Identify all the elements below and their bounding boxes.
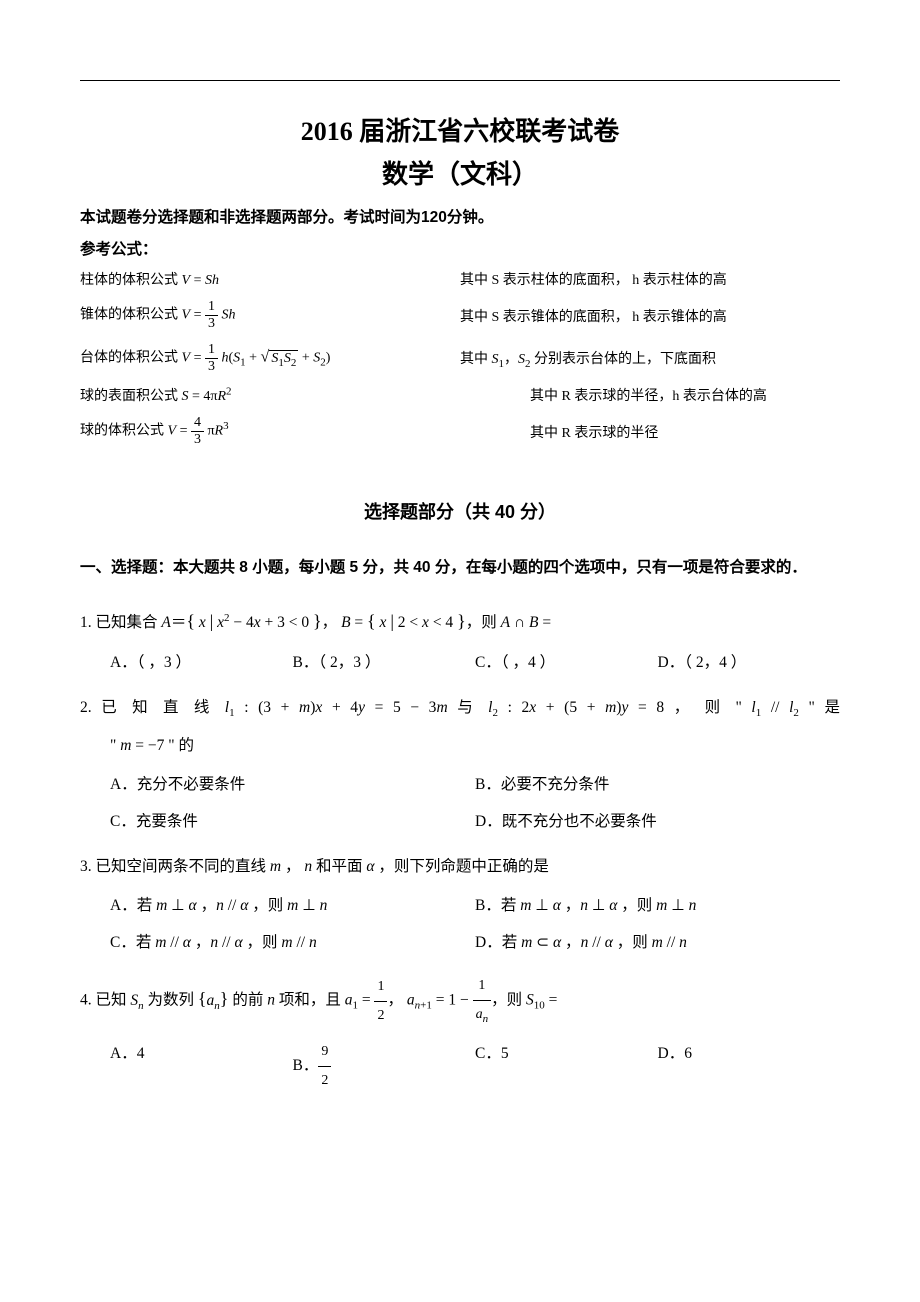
q3-opt-B: B．若 m ⊥ α ，n ⊥ α ，则 m ⊥ n <box>475 890 840 921</box>
q1-opt-A: A．（ ，3 ） <box>110 647 293 678</box>
reference-label: 参考公式： <box>80 237 840 259</box>
formula-right: 其中 S 表示锥体的底面积， h 表示锥体的高 <box>460 306 840 326</box>
formula-left: 锥体的体积公式 V = 13 Sh <box>80 299 460 332</box>
formula-left: 球的体积公式 V = 43 πR3 <box>80 415 460 448</box>
question-1: 1. 已知集合 A＝{ x | x2 − 4x + 3 < 0 }， B = {… <box>80 603 840 678</box>
formula-right: 其中 S 表示柱体的底面积， h 表示柱体的高 <box>460 269 840 289</box>
q4-opt-C: C．5 <box>475 1038 658 1095</box>
q3-options-1: A．若 m ⊥ α ，n // α ，则 m ⊥ n B．若 m ⊥ α ，n … <box>110 890 840 921</box>
formula-left: 球的表面积公式 S = 4πR2 <box>80 385 460 405</box>
q3-stem: 3. 已知空间两条不同的直线 m ， n 和平面 α ，则下列命题中正确的是 <box>80 851 840 882</box>
section-heading: 选择题部分（共 40 分） <box>80 498 840 524</box>
q2-options-2: C．充要条件 D．既不充分也不必要条件 <box>110 806 840 837</box>
formula-row-sphere-vol: 球的体积公式 V = 43 πR3 其中 R 表示球的半径 <box>80 415 840 448</box>
q1-stem: 1. 已知集合 A＝{ x | x2 − 4x + 3 < 0 }， B = {… <box>80 614 551 631</box>
q2-opt-A: A．充分不必要条件 <box>110 769 475 800</box>
section-instructions: 一、选择题：本大题共 8 小题，每小题 5 分，共 40 分，在每小题的四个选项… <box>80 552 840 583</box>
formula-left: 台体的体积公式 V = 13 h(S1 + √S1S2 + S2) <box>80 342 460 375</box>
formula-row-prism: 柱体的体积公式 V = Sh 其中 S 表示柱体的底面积， h 表示柱体的高 <box>80 269 840 289</box>
title-sub: 数学（文科） <box>80 154 840 191</box>
question-3: 3. 已知空间两条不同的直线 m ， n 和平面 α ，则下列命题中正确的是 A… <box>80 851 840 958</box>
q1-options: A．（ ，3 ） B．（ 2，3 ） C．（ ，4 ） D．（ 2，4 ） <box>110 647 840 678</box>
question-2: 2. 已 知 直 线 l1 : (3 + m)x + 4y = 5 − 3m 与… <box>80 692 840 837</box>
q3-options-2: C．若 m // α ，n // α ，则 m // n D．若 m ⊂ α ，… <box>110 927 840 958</box>
q2-stem: 2. 已 知 直 线 l1 : (3 + m)x + 4y = 5 − 3m 与… <box>80 692 840 724</box>
intro-line: 本试题卷分选择题和非选择题两部分。考试时间为120分钟。 <box>80 205 840 227</box>
q3-opt-A: A．若 m ⊥ α ，n // α ，则 m ⊥ n <box>110 890 475 921</box>
q3-opt-C: C．若 m // α ，n // α ，则 m // n <box>110 927 475 958</box>
q1-opt-D: D．（ 2，4 ） <box>658 647 841 678</box>
formula-right: 其中 R 表示球的半径，h 表示台体的高 <box>460 385 910 405</box>
q4-stem: 4. 已知 Sn 为数列 {an} 的前 n 项和，且 a1 = 12， an+… <box>80 972 840 1030</box>
q2-opt-B: B．必要不充分条件 <box>475 769 840 800</box>
title-main: 2016 届浙江省六校联考试卷 <box>80 111 840 148</box>
q4-opt-D: D．6 <box>658 1038 841 1095</box>
q2-options-1: A．充分不必要条件 B．必要不充分条件 <box>110 769 840 800</box>
q1-opt-B: B．（ 2，3 ） <box>293 647 476 678</box>
q2-condition: " m = −7 " 的 <box>80 730 840 761</box>
formula-right: 其中 R 表示球的半径 <box>460 422 910 442</box>
formula-left: 柱体的体积公式 V = Sh <box>80 269 460 289</box>
q4-options: A．4 B．92 C．5 D．6 <box>110 1038 840 1095</box>
q3-opt-D: D．若 m ⊂ α ，n // α ，则 m // n <box>475 927 840 958</box>
q1-opt-C: C．（ ，4 ） <box>475 647 658 678</box>
formula-row-frustum: 台体的体积公式 V = 13 h(S1 + √S1S2 + S2) 其中 S1，… <box>80 342 840 375</box>
exam-page: 2016 届浙江省六校联考试卷 数学（文科） 本试题卷分选择题和非选择题两部分。… <box>0 0 920 1149</box>
top-rule <box>80 80 840 81</box>
q4-opt-A: A．4 <box>110 1038 293 1095</box>
formula-row-cone: 锥体的体积公式 V = 13 Sh 其中 S 表示锥体的底面积， h 表示锥体的… <box>80 299 840 332</box>
question-4: 4. 已知 Sn 为数列 {an} 的前 n 项和，且 a1 = 12， an+… <box>80 972 840 1095</box>
q4-opt-B: B．92 <box>293 1038 476 1095</box>
q2-opt-D: D．既不充分也不必要条件 <box>475 806 840 837</box>
q2-opt-C: C．充要条件 <box>110 806 475 837</box>
formula-row-sphere-area: 球的表面积公式 S = 4πR2 其中 R 表示球的半径，h 表示台体的高 <box>80 385 840 405</box>
formula-right: 其中 S1，S2 分别表示台体的上，下底面积 <box>460 348 840 370</box>
